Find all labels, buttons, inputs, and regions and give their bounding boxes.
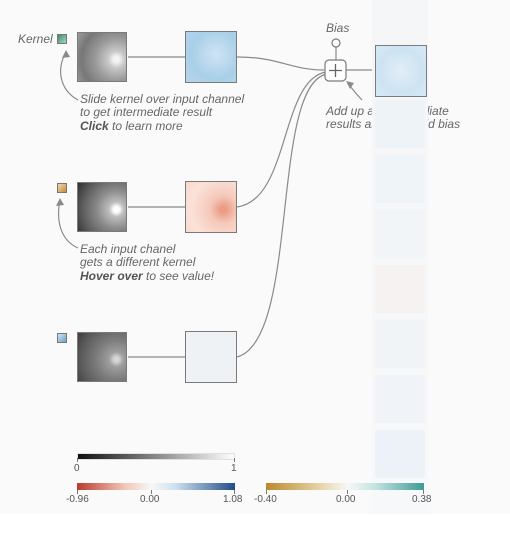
next-layer-node[interactable] bbox=[375, 265, 425, 313]
next-layer-node[interactable] bbox=[375, 210, 425, 258]
each-annotation-line1: Each input chanel bbox=[80, 242, 176, 256]
bias-legend-mid: 0.00 bbox=[336, 494, 356, 505]
gray-legend-max: 1 bbox=[231, 463, 237, 474]
sum-operator-icon[interactable] bbox=[324, 59, 347, 82]
slide-annotation-line1: Slide kernel over input channel bbox=[80, 92, 245, 106]
intermediate-result-1[interactable] bbox=[185, 31, 237, 83]
kernel-icon-channel-2[interactable] bbox=[57, 183, 67, 193]
each-kernel-arrowhead bbox=[56, 198, 64, 206]
hover-rest: to see value! bbox=[142, 269, 215, 283]
div-legend-tick bbox=[77, 490, 78, 494]
hover-emphasis: Hover over bbox=[80, 269, 143, 283]
line-intermediate3-to-sum bbox=[236, 73, 328, 358]
bias-legend-tick bbox=[266, 490, 267, 494]
line-intermediate2-to-sum bbox=[236, 71, 327, 208]
kernel-icon-channel-1[interactable] bbox=[57, 34, 67, 44]
diverging-legend-mid: 0.00 bbox=[140, 494, 160, 505]
div-legend-tick bbox=[151, 490, 152, 494]
click-rest: to learn more bbox=[108, 119, 183, 133]
gray-legend-tick bbox=[234, 458, 235, 462]
input-channel-1[interactable] bbox=[77, 32, 127, 82]
div-legend-tick bbox=[234, 490, 235, 494]
bias-legend-min: -0.40 bbox=[254, 494, 277, 505]
kernel-annotation-arrow bbox=[60, 51, 79, 101]
next-layer-node[interactable] bbox=[375, 320, 425, 368]
next-layer-node[interactable] bbox=[375, 100, 425, 148]
click-emphasis: Click bbox=[80, 119, 109, 133]
grayscale-legend-bar bbox=[77, 453, 235, 460]
intermediate-result-3[interactable] bbox=[185, 331, 237, 383]
kernel-icon-channel-3[interactable] bbox=[57, 333, 67, 343]
next-layer-node[interactable] bbox=[375, 375, 425, 423]
next-layer-node[interactable] bbox=[375, 155, 425, 203]
bias-legend-bar bbox=[266, 483, 424, 490]
bias-label: Bias bbox=[326, 21, 350, 35]
diverging-legend-min: -0.96 bbox=[66, 494, 89, 505]
addup-arrowhead bbox=[346, 81, 354, 89]
input-channel-2[interactable] bbox=[77, 182, 127, 232]
gray-legend-min: 0 bbox=[74, 463, 80, 474]
kernel-arrowhead bbox=[62, 50, 70, 58]
gray-legend-tick bbox=[77, 458, 78, 462]
input-channel-3[interactable] bbox=[77, 332, 127, 382]
slide-annotation-line2: to get intermediate result bbox=[80, 105, 213, 119]
each-annotation-line3: Hover over to see value! bbox=[80, 270, 214, 283]
each-kernel-annotation-arrow bbox=[57, 199, 79, 249]
line-intermediate1-to-sum bbox=[236, 56, 325, 71]
bias-legend-tick bbox=[347, 490, 348, 494]
diagram-canvas: Kernel Bias Slide kernel over input chan… bbox=[18, 0, 461, 514]
next-layer-node[interactable] bbox=[375, 430, 425, 478]
bias-legend-tick bbox=[423, 490, 424, 494]
diverging-legend-bar bbox=[77, 483, 235, 490]
each-annotation-line2: gets a different kernel bbox=[80, 255, 196, 269]
slide-annotation-line3: Click to learn more bbox=[80, 120, 183, 133]
connection-lines bbox=[56, 47, 375, 358]
intermediate-result-2[interactable] bbox=[185, 181, 237, 233]
bias-legend-max: 0.38 bbox=[412, 494, 432, 505]
kernel-label: Kernel bbox=[18, 32, 53, 46]
bias-node[interactable] bbox=[331, 38, 341, 48]
diverging-legend-max: 1.08 bbox=[223, 494, 243, 505]
output-feature-map-front[interactable] bbox=[375, 45, 427, 97]
